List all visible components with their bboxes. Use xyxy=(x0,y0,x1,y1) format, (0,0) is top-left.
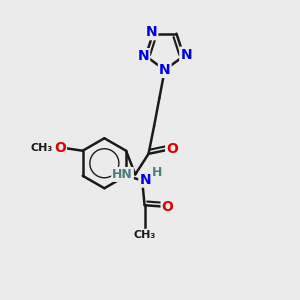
Text: N: N xyxy=(159,63,170,77)
Text: N: N xyxy=(137,49,149,63)
Text: O: O xyxy=(166,142,178,156)
Text: N: N xyxy=(140,172,151,187)
Text: CH₃: CH₃ xyxy=(134,230,156,240)
Text: N: N xyxy=(146,25,157,39)
Text: H: H xyxy=(152,166,162,179)
Text: O: O xyxy=(162,200,173,214)
Text: O: O xyxy=(54,141,66,155)
Text: N: N xyxy=(180,48,192,62)
Text: CH₃: CH₃ xyxy=(31,143,53,153)
Text: HN: HN xyxy=(112,168,133,181)
